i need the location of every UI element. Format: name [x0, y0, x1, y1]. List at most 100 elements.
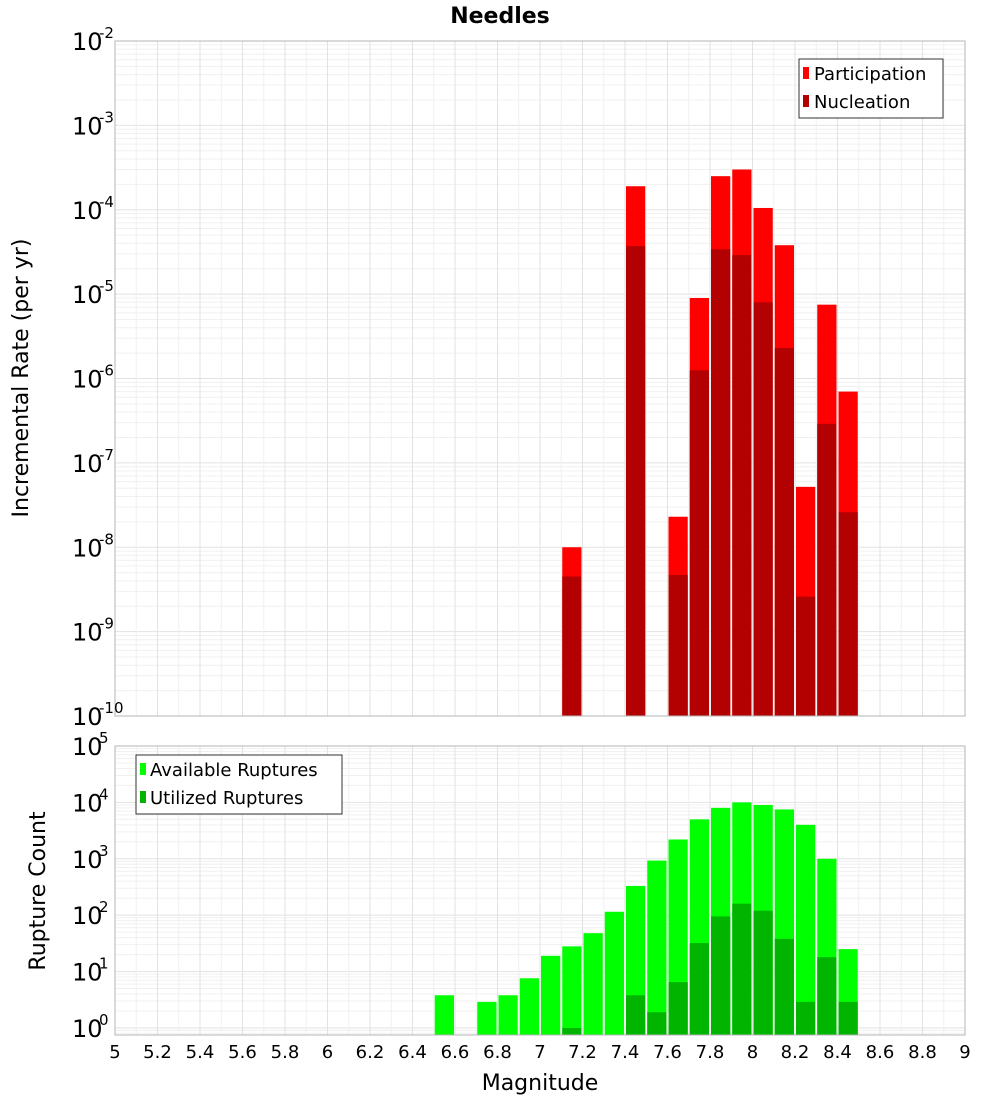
top-y-tick-exponent: -2: [99, 24, 114, 42]
bar-available-ruptures: [562, 946, 582, 1035]
bar-utilized-ruptures: [668, 982, 688, 1035]
bottom-plot-frame: [114, 745, 966, 1036]
x-axis-label: Magnitude: [482, 1071, 599, 1096]
bottom-y-axis-label: Rupture Count: [26, 811, 51, 971]
bar-nucleation: [668, 574, 688, 716]
bar-utilized-ruptures: [753, 910, 773, 1035]
bar-nucleation: [711, 249, 731, 716]
bottom-y-tick-label: 102: [72, 898, 109, 930]
bottom-y-tick-label: 101: [72, 955, 109, 987]
bottom-y-tick-exponent: 4: [99, 785, 109, 803]
x-tick-label: 7.6: [653, 1042, 682, 1063]
top-y-tick-base: 10: [72, 619, 103, 647]
top-y-tick-base: 10: [72, 450, 103, 478]
bar-nucleation: [774, 347, 794, 716]
bar-available-ruptures: [477, 1001, 497, 1035]
x-tick-label: 8.2: [781, 1042, 810, 1063]
bottom-y-tick-exponent: 1: [99, 955, 109, 973]
x-tick-label: 7.8: [696, 1042, 725, 1063]
legend-swatch-available-ruptures: [140, 763, 146, 775]
bottom-legend: Available Ruptures Utilized Ruptures: [135, 754, 343, 815]
x-ticks: 5 5.2 5.4 5.6 5.8 6 6.2 6.4 6.6 6.8 7 7.2 7.4 7.6 7.8 8…: [109, 1042, 970, 1063]
bar-nucleation: [562, 576, 582, 716]
bottom-y-tick-exponent: 3: [99, 842, 109, 860]
legend-label-utilized-ruptures: Utilized Ruptures: [150, 788, 303, 809]
bar-available-ruptures: [498, 995, 518, 1035]
x-tick-label: 8.6: [866, 1042, 895, 1063]
legend-label-available-ruptures: Available Ruptures: [150, 760, 318, 781]
bar-utilized-ruptures: [817, 957, 837, 1035]
bar-utilized-ruptures: [689, 943, 709, 1035]
bar-nucleation: [838, 512, 858, 716]
top-grid: [114, 41, 966, 717]
bottom-y-tick-base: 10: [72, 1015, 103, 1043]
top-y-tick-exponent: -10: [99, 699, 124, 717]
bar-nucleation: [626, 246, 646, 716]
chart-title: Needles: [450, 4, 550, 29]
x-tick-label: 8.4: [823, 1042, 852, 1063]
bar-available-ruptures: [583, 933, 603, 1035]
bar-utilized-ruptures: [796, 1001, 816, 1035]
bottom-legend-box: [135, 754, 343, 815]
bar-utilized-ruptures: [562, 1027, 582, 1035]
top-bars: [562, 169, 858, 717]
x-tick-label: 6.8: [483, 1042, 512, 1063]
x-tick-label: 7.2: [568, 1042, 597, 1063]
bar-utilized-ruptures: [647, 1012, 667, 1035]
top-y-tick-label: 10-4: [72, 193, 114, 225]
bottom-y-tick-label: 100: [72, 1011, 109, 1043]
bar-available-ruptures: [541, 955, 561, 1035]
top-legend-box: [798, 58, 944, 119]
top-y-tick-base: 10: [72, 28, 103, 56]
top-y-axis-label: Incremental Rate (per yr): [9, 239, 34, 518]
bottom-y-tick-exponent: 2: [99, 898, 109, 916]
top-y-tick-label: 10-9: [72, 615, 114, 647]
x-tick-label: 6.4: [398, 1042, 427, 1063]
top-y-tick-exponent: -5: [99, 277, 114, 295]
bar-nucleation: [796, 596, 816, 716]
x-tick-label: 5.4: [186, 1042, 215, 1063]
top-y-tick-label: 10-5: [72, 277, 114, 309]
x-tick-label: 6: [322, 1042, 333, 1063]
top-y-tick-base: 10: [72, 534, 103, 562]
top-y-tick-label: 10-6: [72, 362, 114, 394]
bottom-y-tick-label: 105: [72, 729, 109, 761]
bottom-y-tick-label: 103: [72, 842, 109, 874]
x-tick-label: 7.4: [611, 1042, 640, 1063]
legend-swatch-participation: [803, 67, 809, 79]
x-tick-label: 5.8: [271, 1042, 300, 1063]
bar-utilized-ruptures: [774, 938, 794, 1035]
x-tick-label: 5: [109, 1042, 120, 1063]
top-y-tick-base: 10: [72, 366, 103, 394]
bar-available-ruptures: [647, 860, 667, 1035]
bar-utilized-ruptures: [732, 903, 752, 1035]
top-y-tick-base: 10: [72, 281, 103, 309]
top-y-tick-exponent: -8: [99, 530, 114, 548]
bar-utilized-ruptures: [838, 1001, 858, 1035]
top-legend: Participation Nucleation: [798, 58, 944, 119]
x-tick-label: 7: [534, 1042, 545, 1063]
bottom-y-tick-base: 10: [72, 902, 103, 930]
top-y-tick-exponent: -7: [99, 446, 114, 464]
bottom-bars: [434, 802, 858, 1035]
bottom-y-tick-base: 10: [72, 959, 103, 987]
x-tick-label: 9: [959, 1042, 970, 1063]
bar-utilized-ruptures: [626, 995, 646, 1035]
top-plot-frame: [114, 40, 966, 717]
bottom-y-tick-label: 104: [72, 785, 109, 817]
top-y-tick-label: 10-10: [72, 699, 124, 731]
top-y-tick-label: 10-3: [72, 108, 114, 140]
bar-available-ruptures: [519, 978, 539, 1035]
top-y-tick-label: 10-8: [72, 530, 114, 562]
top-y-tick-base: 10: [72, 112, 103, 140]
bottom-y-tick-base: 10: [72, 789, 103, 817]
x-tick-label: 5.2: [143, 1042, 172, 1063]
bar-nucleation: [817, 423, 837, 716]
bottom-y-tick-base: 10: [72, 846, 103, 874]
bar-utilized-ruptures: [711, 916, 731, 1035]
legend-swatch-utilized-ruptures: [140, 791, 146, 803]
top-y-tick-label: 10-7: [72, 446, 114, 478]
